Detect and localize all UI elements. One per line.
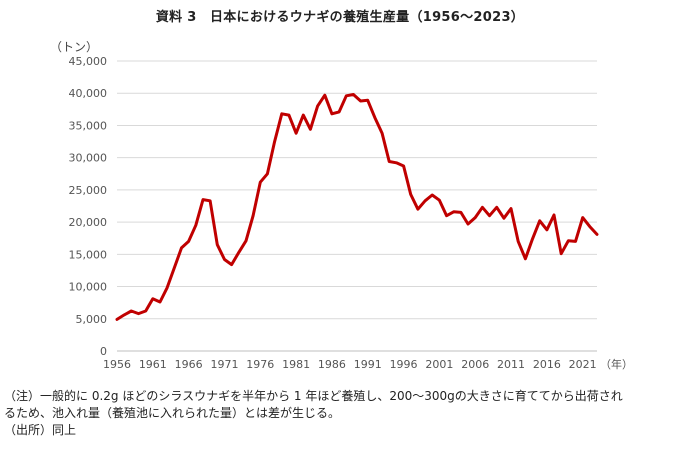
- y-tick-label: 30,000: [69, 152, 108, 165]
- source-line: （出所）同上: [4, 423, 77, 437]
- y-axis-ticks: 0 5,000 10,000 15,000 20,000 25,000 30,000 35,0…: [69, 55, 108, 358]
- x-tick-label: 2006: [461, 358, 489, 371]
- x-tick-label: 1976: [246, 358, 274, 371]
- plot-area: [115, 93, 599, 321]
- x-axis-ticks: 1956 1961 1966 1971 1976 1981 1986 1991 1996 2001…: [103, 358, 597, 371]
- x-tick-label: 1991: [354, 358, 382, 371]
- x-tick-label: 1961: [139, 358, 167, 371]
- note-line-1: （注）一般的に 0.2g ほどのシラスウナギを半年から 1 年ほど養殖し、200…: [4, 389, 623, 403]
- series-line: [115, 93, 599, 321]
- y-tick-label: 20,000: [69, 216, 108, 229]
- x-tick-label: 1971: [210, 358, 238, 371]
- x-tick-label: 1981: [282, 358, 310, 371]
- y-tick-label: 15,000: [69, 248, 108, 261]
- footnotes: （注）一般的に 0.2g ほどのシラスウナギを半年から 1 年ほど養殖し、200…: [4, 388, 676, 439]
- x-tick-label: 2016: [533, 358, 561, 371]
- y-tick-label: 5,000: [76, 313, 108, 326]
- line-chart: 0 5,000 10,000 15,000 20,000 25,000 30,000 35,0…: [69, 55, 634, 371]
- x-axis-unit-label: （年）: [600, 357, 633, 371]
- grid-lines: [117, 60, 597, 352]
- note-line-2: るため、池入れ量（養殖池に入れられた量）とは差が生じる。: [4, 406, 341, 420]
- chart-title: 資料 3 日本におけるウナギの養殖生産量（1956～2023）: [155, 10, 525, 25]
- x-tick-label: 1966: [175, 358, 203, 371]
- x-tick-label: 2001: [425, 358, 453, 371]
- x-tick-label: 1956: [103, 358, 131, 371]
- x-tick-label: 1996: [390, 358, 418, 371]
- y-tick-label: 35,000: [69, 119, 108, 132]
- y-axis-unit-label: （トン）: [50, 40, 99, 54]
- y-tick-label: 40,000: [69, 87, 108, 100]
- y-tick-label: 25,000: [69, 184, 108, 197]
- x-tick-label: 2021: [569, 358, 597, 371]
- x-tick-label: 2011: [497, 358, 525, 371]
- y-tick-label: 0: [100, 345, 107, 358]
- x-tick-label: 1986: [318, 358, 346, 371]
- y-tick-label: 45,000: [69, 55, 108, 68]
- y-tick-label: 10,000: [69, 281, 108, 294]
